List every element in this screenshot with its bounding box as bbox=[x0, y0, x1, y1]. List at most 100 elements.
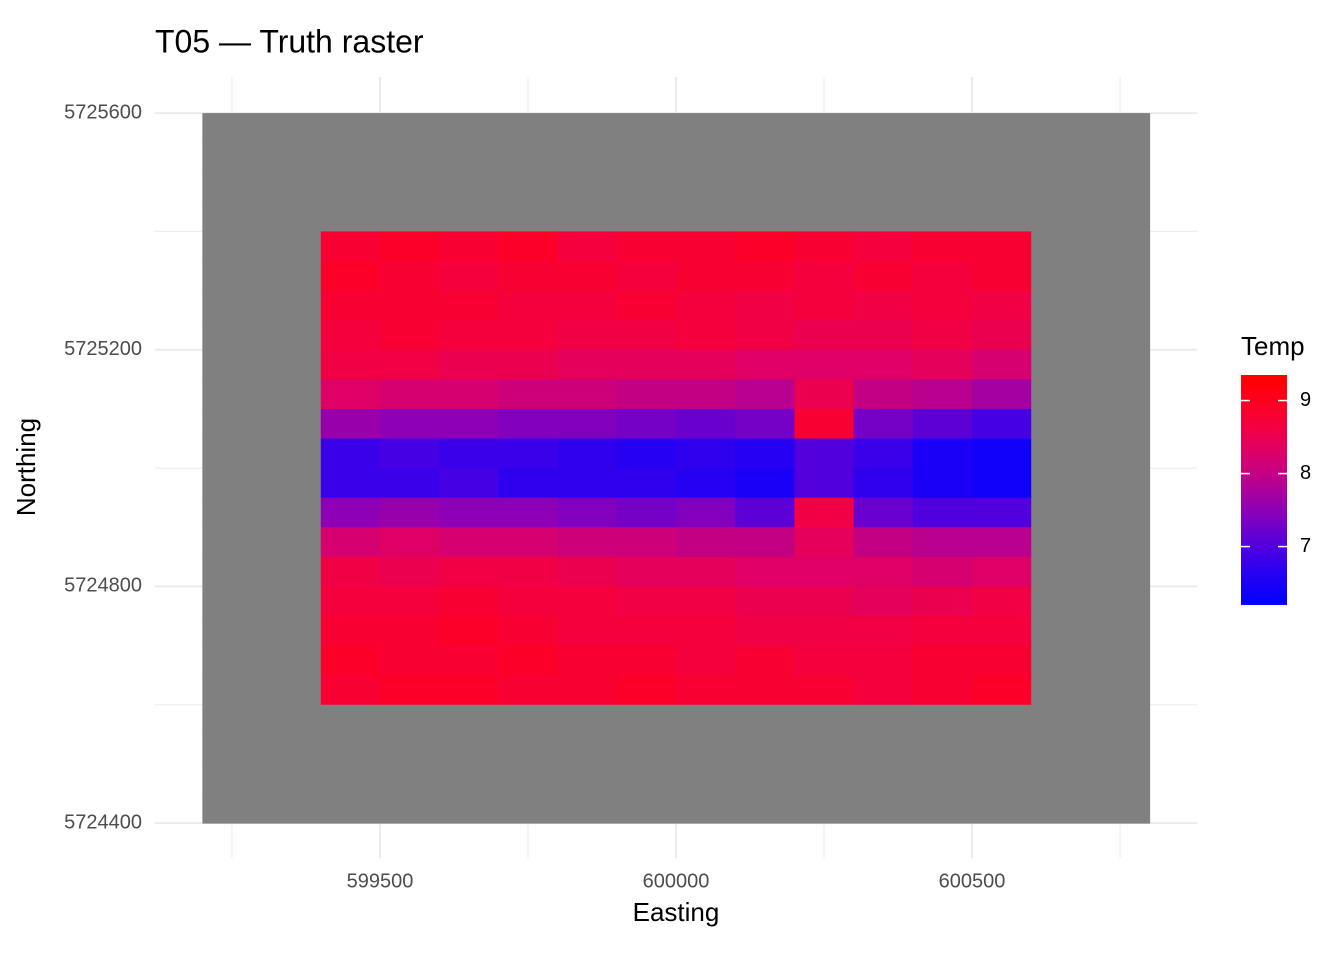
raster-cell bbox=[202, 468, 263, 499]
raster-cell bbox=[379, 556, 440, 587]
raster-cell bbox=[439, 556, 499, 587]
raster-cell bbox=[557, 497, 618, 528]
raster-cell bbox=[1031, 793, 1091, 824]
raster-cell bbox=[853, 556, 914, 587]
raster-cell bbox=[557, 675, 618, 706]
raster-cell bbox=[853, 379, 914, 410]
raster-cell bbox=[498, 438, 559, 469]
raster-cell bbox=[498, 793, 559, 824]
raster-cell bbox=[972, 527, 1032, 558]
legend: 7 8 9 bbox=[1241, 375, 1311, 605]
raster-cell bbox=[379, 290, 440, 321]
raster-cell bbox=[853, 497, 914, 528]
raster-cell bbox=[557, 142, 618, 173]
raster-cell bbox=[498, 586, 559, 617]
raster-cell bbox=[557, 408, 618, 440]
raster-cell bbox=[972, 556, 1032, 587]
raster-cell bbox=[498, 379, 559, 410]
raster-cell bbox=[439, 704, 499, 735]
raster-cell bbox=[379, 320, 440, 351]
raster-cell bbox=[1090, 556, 1151, 587]
raster-cell bbox=[320, 468, 381, 499]
raster-cell bbox=[853, 793, 914, 824]
raster-cell bbox=[261, 290, 322, 321]
raster-cell bbox=[735, 586, 795, 617]
raster-cell bbox=[972, 793, 1032, 824]
raster-cell bbox=[320, 645, 381, 676]
raster-cell bbox=[676, 201, 736, 232]
chart-title: T05 — Truth raster bbox=[155, 23, 424, 59]
raster-cell bbox=[379, 261, 440, 292]
raster-cell bbox=[261, 438, 322, 469]
raster-cell bbox=[320, 231, 381, 262]
raster-cell bbox=[794, 261, 855, 292]
raster-cell bbox=[379, 586, 440, 617]
raster-cell bbox=[616, 497, 677, 528]
raster-cell bbox=[794, 349, 855, 380]
raster-cell bbox=[794, 763, 855, 795]
raster-cell bbox=[202, 675, 263, 706]
x-tick-label: 599500 bbox=[347, 870, 414, 892]
colorbar bbox=[1241, 375, 1287, 605]
raster-cell bbox=[616, 201, 677, 232]
raster-cell bbox=[379, 527, 440, 558]
raster-cell bbox=[498, 172, 559, 203]
raster-cell bbox=[498, 113, 559, 144]
raster-cell bbox=[735, 201, 795, 232]
raster-cell bbox=[439, 201, 499, 232]
raster-cell bbox=[1031, 616, 1091, 647]
raster-cell bbox=[320, 704, 381, 735]
raster-cell bbox=[1090, 586, 1151, 617]
raster-cell bbox=[853, 586, 914, 617]
raster-cell bbox=[498, 675, 559, 706]
raster-cell bbox=[261, 497, 322, 528]
x-axis-label: Easting bbox=[633, 897, 720, 927]
raster-cell bbox=[439, 734, 499, 765]
raster-cell bbox=[912, 616, 973, 647]
raster-cell bbox=[912, 172, 973, 203]
raster-cell bbox=[853, 172, 914, 203]
raster-cell bbox=[202, 704, 263, 735]
raster-cell bbox=[1090, 261, 1151, 292]
raster-cell bbox=[616, 675, 677, 706]
raster-cell bbox=[1090, 763, 1151, 795]
raster-cell bbox=[557, 556, 618, 587]
raster-cell bbox=[439, 408, 499, 440]
raster-cell bbox=[616, 704, 677, 735]
raster-cell bbox=[320, 556, 381, 587]
raster-cell bbox=[320, 527, 381, 558]
raster-cell bbox=[676, 556, 736, 587]
raster-cell bbox=[853, 349, 914, 380]
raster-cell bbox=[735, 468, 795, 499]
raster-cell bbox=[498, 231, 559, 262]
raster-cell bbox=[853, 320, 914, 351]
raster-cell bbox=[379, 408, 440, 440]
raster-cell bbox=[616, 734, 677, 765]
raster-cell bbox=[794, 675, 855, 706]
raster-cell bbox=[320, 734, 381, 765]
raster-cell bbox=[676, 261, 736, 292]
raster-cell bbox=[202, 793, 263, 824]
raster-cell bbox=[379, 645, 440, 676]
raster-cell bbox=[616, 763, 677, 795]
raster-cell bbox=[498, 616, 559, 647]
raster-cell bbox=[261, 231, 322, 262]
raster-cell bbox=[202, 172, 263, 203]
raster-cell bbox=[261, 527, 322, 558]
raster-cell bbox=[261, 261, 322, 292]
raster-cell bbox=[853, 290, 914, 321]
raster-cell bbox=[320, 201, 381, 232]
raster-cell bbox=[1031, 142, 1091, 173]
raster-cell bbox=[972, 231, 1032, 262]
raster-cell bbox=[439, 320, 499, 351]
raster-cell bbox=[202, 349, 263, 380]
raster-cell bbox=[557, 616, 618, 647]
raster-cell bbox=[320, 586, 381, 617]
raster-cell bbox=[616, 290, 677, 321]
raster-cell bbox=[320, 142, 381, 173]
raster-cell bbox=[498, 763, 559, 795]
raster-cell bbox=[676, 142, 736, 173]
raster-cell bbox=[1031, 586, 1091, 617]
raster-cell bbox=[1031, 172, 1091, 203]
raster-cell bbox=[912, 734, 973, 765]
